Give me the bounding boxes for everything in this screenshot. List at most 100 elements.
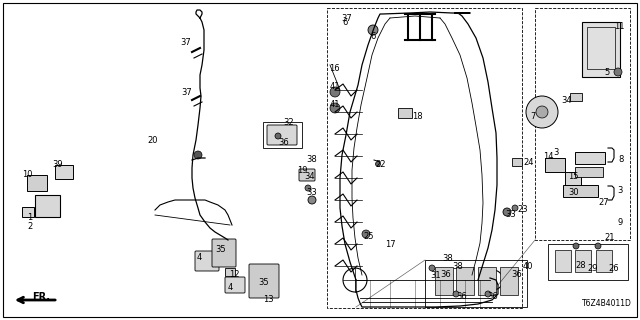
Bar: [575, 152, 605, 164]
Circle shape: [308, 196, 316, 204]
FancyBboxPatch shape: [212, 239, 236, 267]
FancyBboxPatch shape: [267, 125, 297, 145]
Bar: [570, 93, 582, 101]
Circle shape: [614, 68, 622, 76]
Text: 9: 9: [618, 218, 623, 227]
Bar: [587, 27, 615, 69]
Text: 6: 6: [370, 32, 376, 41]
Bar: [548, 244, 628, 280]
Text: 5: 5: [604, 68, 609, 77]
Circle shape: [526, 96, 558, 128]
Bar: [512, 158, 522, 166]
Text: 6: 6: [342, 18, 348, 27]
Text: 31: 31: [430, 271, 440, 280]
Bar: [565, 172, 581, 190]
Text: T6Z4B4011D: T6Z4B4011D: [582, 299, 632, 308]
Circle shape: [368, 25, 378, 35]
Bar: [545, 158, 565, 172]
Text: 1: 1: [27, 213, 32, 222]
Text: 8: 8: [618, 155, 623, 164]
Text: 34: 34: [304, 172, 315, 181]
Circle shape: [512, 205, 518, 211]
Text: 19: 19: [297, 166, 307, 175]
Text: 22: 22: [375, 160, 385, 169]
Text: 14: 14: [543, 152, 554, 161]
Text: 17: 17: [385, 240, 396, 249]
Text: 11: 11: [614, 22, 625, 31]
Text: 25: 25: [363, 232, 374, 241]
Bar: [425, 260, 527, 307]
Text: 34: 34: [561, 96, 572, 105]
Circle shape: [275, 133, 281, 139]
Text: 41: 41: [330, 100, 340, 109]
Text: 7: 7: [530, 112, 536, 121]
Bar: [55, 165, 73, 179]
Circle shape: [376, 162, 381, 166]
FancyBboxPatch shape: [225, 277, 245, 293]
Bar: [398, 108, 412, 118]
Bar: [263, 122, 302, 148]
Circle shape: [330, 103, 340, 113]
Text: 36: 36: [278, 138, 289, 147]
FancyBboxPatch shape: [195, 251, 219, 271]
Text: 4: 4: [228, 283, 233, 292]
Text: 38: 38: [452, 262, 463, 271]
Text: 32: 32: [283, 118, 294, 127]
Text: 29: 29: [587, 264, 598, 273]
Bar: [582, 22, 620, 77]
Text: 2: 2: [27, 222, 32, 231]
Text: 16: 16: [329, 64, 340, 73]
Text: 21: 21: [604, 233, 614, 242]
Text: 18: 18: [412, 112, 422, 121]
Circle shape: [305, 185, 311, 191]
Bar: [435, 267, 453, 295]
Text: 38: 38: [442, 254, 452, 263]
Text: 28: 28: [575, 261, 586, 270]
Text: 23: 23: [517, 205, 527, 214]
FancyBboxPatch shape: [249, 264, 279, 298]
Bar: [500, 267, 518, 295]
Circle shape: [485, 291, 491, 297]
Bar: [35, 195, 60, 217]
Circle shape: [573, 243, 579, 249]
Text: 40: 40: [523, 262, 534, 271]
Text: 37: 37: [341, 14, 352, 23]
Circle shape: [429, 265, 435, 271]
Text: 38: 38: [306, 155, 317, 164]
Text: 36: 36: [487, 292, 498, 301]
Text: 24: 24: [523, 158, 534, 167]
Bar: [456, 267, 474, 295]
Text: 26: 26: [608, 264, 619, 273]
Text: 35: 35: [258, 278, 269, 287]
Bar: [596, 250, 612, 272]
Text: 13: 13: [263, 295, 274, 304]
Bar: [575, 167, 603, 177]
Bar: [22, 207, 34, 217]
Bar: [27, 175, 47, 191]
Text: 3: 3: [617, 186, 622, 195]
Text: 3: 3: [553, 148, 558, 157]
Bar: [535, 8, 630, 240]
Circle shape: [595, 243, 601, 249]
Text: 36: 36: [511, 270, 522, 279]
Circle shape: [194, 151, 202, 159]
Circle shape: [536, 106, 548, 118]
Text: 35: 35: [215, 245, 226, 254]
Bar: [478, 267, 496, 295]
Text: 36: 36: [440, 270, 451, 279]
Text: 37: 37: [181, 88, 192, 97]
Text: 37: 37: [180, 38, 191, 47]
Text: 33: 33: [306, 188, 317, 197]
Circle shape: [453, 291, 459, 297]
Bar: [575, 250, 591, 272]
Bar: [555, 250, 571, 272]
Text: 41: 41: [330, 82, 340, 91]
Text: 20: 20: [147, 136, 157, 145]
Text: 39: 39: [52, 160, 63, 169]
Bar: [225, 268, 235, 276]
Text: 33: 33: [505, 210, 516, 219]
Circle shape: [503, 208, 511, 216]
Text: 30: 30: [568, 188, 579, 197]
Text: 27: 27: [598, 198, 609, 207]
Text: FR.: FR.: [32, 292, 50, 302]
